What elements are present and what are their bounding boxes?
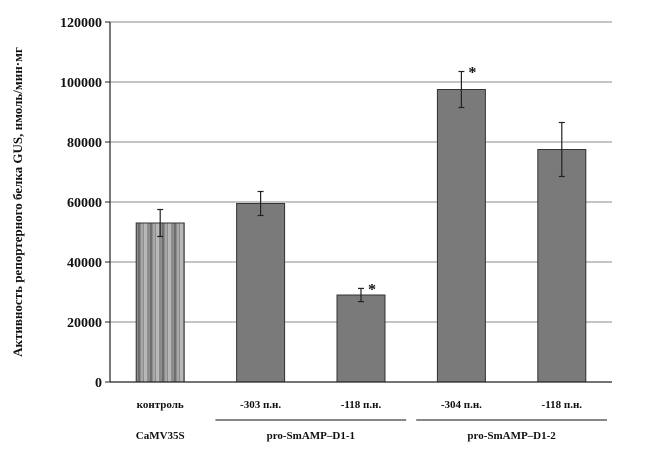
x-axis-category-labels: контроль -303 п.н. -118 п.н. -304 п.н. -118 … [137,399,583,411]
error-bars [157,70,565,303]
bar-4 [537,149,587,383]
x-category-label: -118 п.н. [542,399,583,411]
y-axis-title: Активность репортерного белка GUS, нмоль… [10,47,25,357]
gridlines [110,21,612,323]
bar-1 [236,203,286,383]
x-category-label: -304 п.н. [441,399,482,411]
y-tick-label: 40000 [67,256,102,271]
y-tick-label: 120000 [60,16,102,31]
x-category-label: -303 п.н. [240,399,281,411]
bars [135,89,587,383]
bar-2 [336,294,386,383]
y-axis-ticks: 0 20000 40000 60000 80000 100000 120000 [60,16,110,391]
y-tick-label: 0 [95,376,102,391]
bar-0 [135,222,185,383]
x-group-label: pro-SmAMP–D1-1 [267,430,355,442]
x-category-label: -118 п.н. [341,399,382,411]
significance-asterisk: * [368,281,376,298]
y-tick-label: 80000 [67,136,102,151]
x-group-label: pro-SmAMP–D1-2 [467,430,556,442]
x-category-label: контроль [137,399,184,411]
significance-asterisk: * [468,65,476,82]
y-tick-label: 100000 [60,76,102,91]
significance-markers: ** [368,65,476,299]
y-tick-label: 60000 [67,196,102,211]
bar-3 [436,89,486,383]
axes [109,22,612,383]
y-tick-label: 20000 [67,316,102,331]
x-group-label: CaMV35S [136,430,185,442]
x-axis-group-labels: CaMV35S pro-SmAMP–D1-1 pro-SmAMP–D1-2 [136,419,607,442]
